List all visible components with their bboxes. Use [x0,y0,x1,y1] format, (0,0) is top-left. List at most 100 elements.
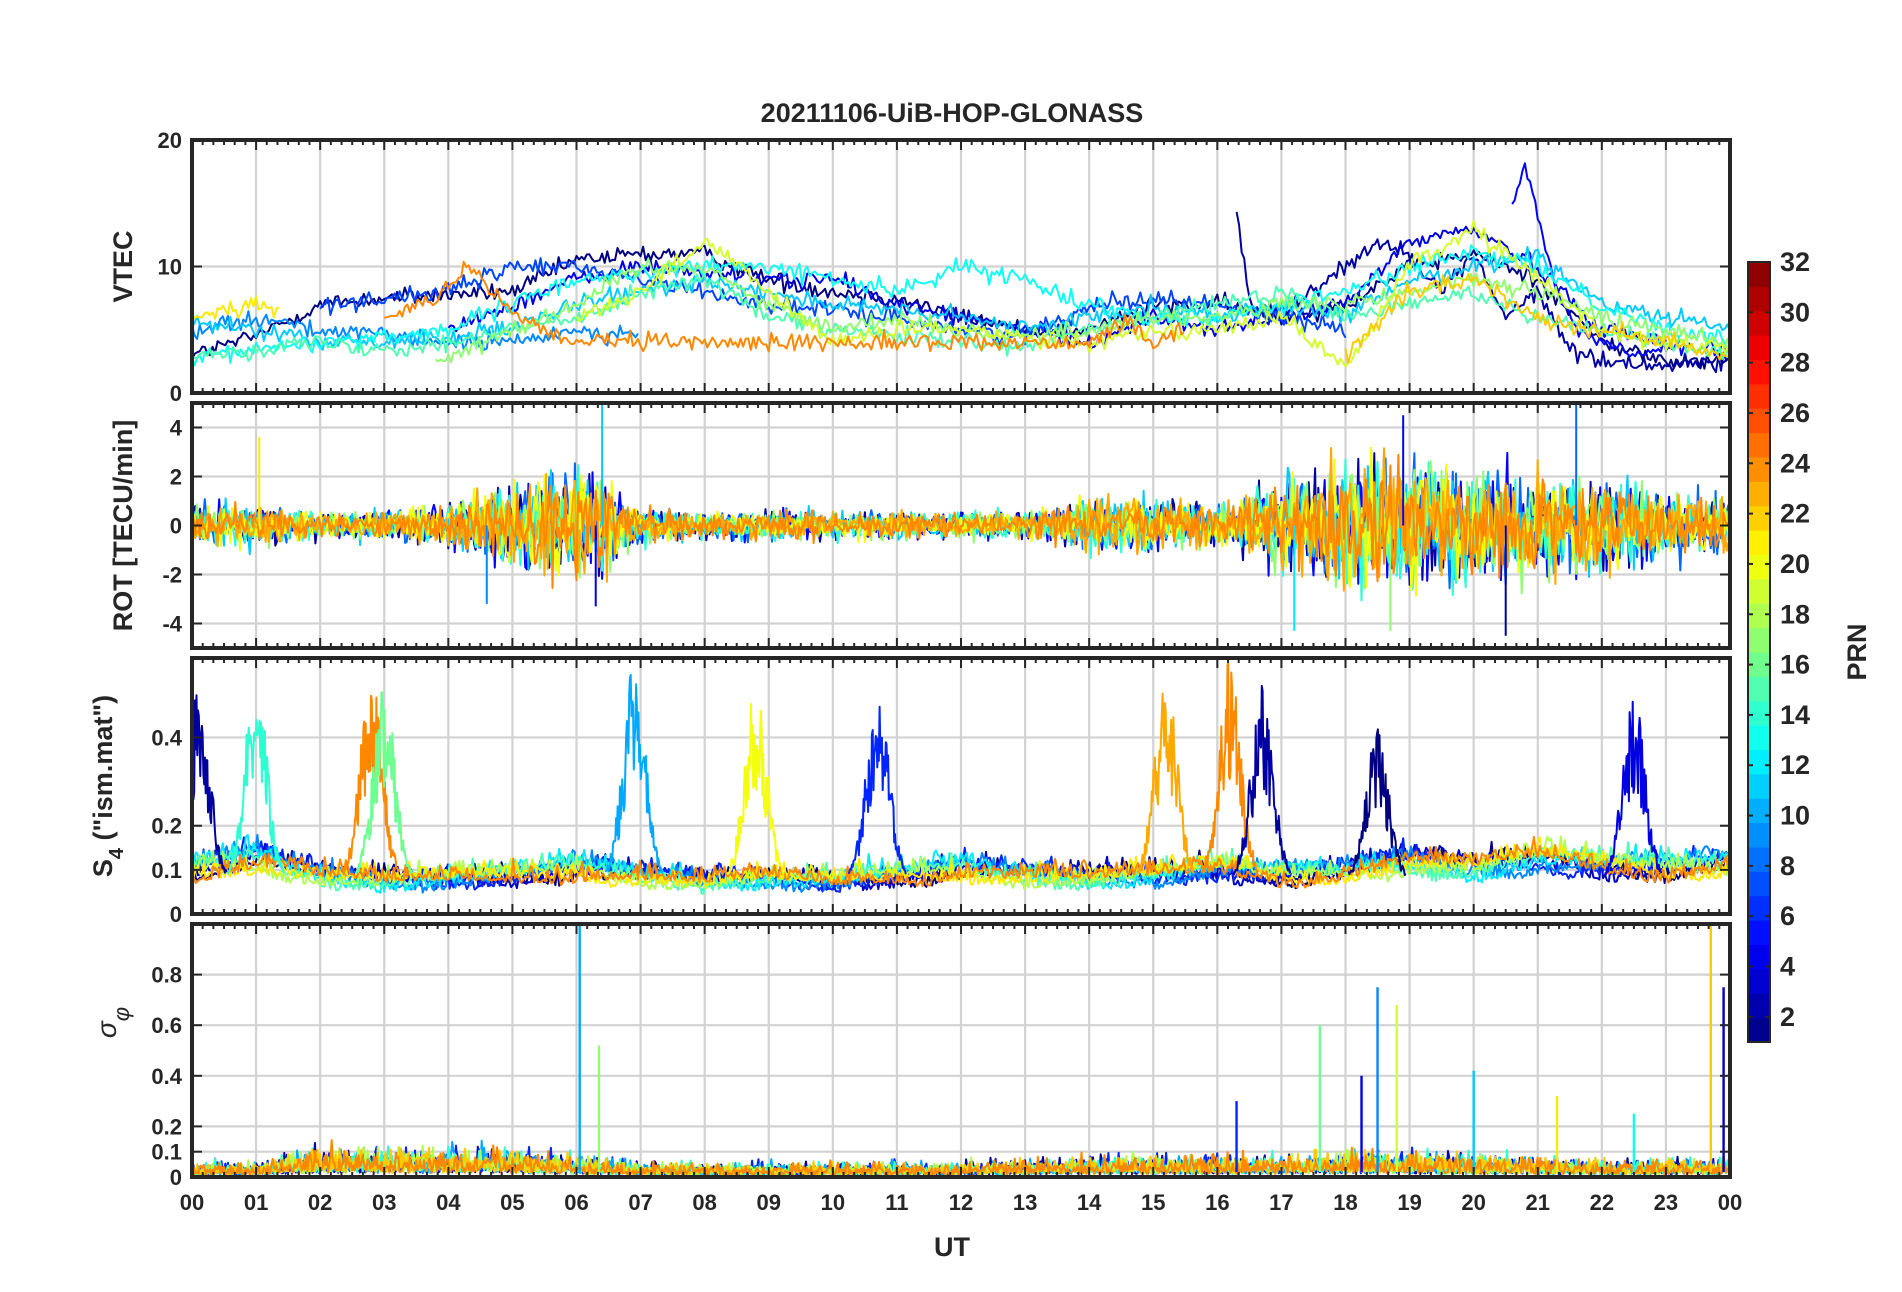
colorbar-tick-label: 14 [1780,700,1810,730]
colorbar-tick-label: 28 [1780,348,1810,378]
panel-3: 0 0.1 0.2 0.4 S4 ("ism.mat") [88,656,1732,927]
colorbar-cell [1748,968,1770,994]
x-tick-label: 10 [821,1190,845,1215]
s4-burst [192,694,228,874]
tick-marks [191,139,1731,394]
colorbar-cell [1748,603,1770,629]
colorbar-cell [1748,676,1770,702]
colorbar-tick-label: 30 [1780,297,1810,327]
x-tick-label: 12 [949,1190,973,1215]
colorbar-tick-label: 26 [1780,398,1810,428]
y-tick-label: 0.4 [151,725,182,750]
colorbar-cell [1748,725,1770,750]
y-tick-label: 4 [170,416,183,441]
y-tick-label: 0 [170,902,182,927]
y-tick-label: 0.1 [151,858,182,883]
x-tick-labels: 00 01 02 03 04 05 06 07 08 09 10 11 12 13 14 15 16 17 18 19… [180,1190,1742,1215]
y-axis-label: S4 ("ism.mat") [88,695,128,877]
s4-burst [226,718,286,875]
y-axis-label-sub: φ [109,1007,134,1021]
s4-burst [342,694,401,875]
s4-burst [726,702,785,875]
s4-burst [1232,684,1292,876]
y-tick-label: 0 [170,381,182,406]
colorbar-cell [1748,432,1770,458]
x-tick-label: 00 [180,1190,204,1215]
y-tick-label: 0.8 [151,963,182,988]
rot-series-prn-20 [192,446,1730,597]
y-axis-label-sub: 4 [106,847,128,859]
colorbar-cell [1748,749,1770,775]
s4-burst [1200,662,1260,874]
panel-2: -4 -2 0 2 4 ROT [TECU/min] [108,401,1732,650]
y-tick-label: 0.1 [151,1140,182,1165]
colorbar-cell [1748,408,1770,434]
panel-1: 0 10 20 VTEC [108,128,1732,406]
x-tick-label: 04 [436,1190,461,1215]
colorbar-tick-label: 22 [1780,499,1810,529]
x-tick-label: 20 [1461,1190,1485,1215]
colorbar-cell [1748,505,1770,531]
y-axis-label-rest: ("ism.mat") [88,695,118,848]
y-axis-label-main: σ [91,1020,122,1038]
colorbar-cell [1748,554,1770,580]
s4-series-prn-24 [192,835,1730,889]
y-axis-label-main: S [88,859,118,877]
vtec-series-prn-22 [1344,272,1730,364]
colorbar-cell [1748,652,1770,677]
colorbar-cell [1748,798,1770,824]
vtec-series-prn-17 [434,257,1730,364]
y-tick-label: 0 [170,1165,182,1190]
colorbar-cell [1748,895,1770,921]
vtec-series-prn-21 [192,295,280,320]
y-tick-label: 0.4 [151,1064,182,1089]
colorbar-cell [1748,871,1770,897]
x-axis-label: UT [934,1232,970,1262]
colorbar-cell [1748,286,1770,312]
x-tick-label: 13 [1013,1190,1037,1215]
s4-burst [1604,700,1663,876]
colorbar-cell [1748,530,1770,555]
series-group [192,162,1730,374]
x-tick-label: 22 [1590,1190,1614,1215]
colorbar-cell [1748,383,1770,409]
x-tick-label: 16 [1205,1190,1229,1215]
colorbar-tick-label: 24 [1780,448,1810,478]
colorbar-tick-label: 4 [1780,952,1795,982]
y-tick-label: 20 [158,128,182,153]
x-tick-label: 09 [757,1190,781,1215]
s4-burst [355,691,414,874]
colorbar-cell [1748,310,1770,336]
y-tick-label: 0 [170,514,182,539]
colorbar-cell [1748,700,1770,726]
colorbar-cell [1748,457,1770,482]
x-tick-label: 11 [885,1190,908,1215]
s4-burst [1136,692,1195,874]
x-tick-label: 18 [1333,1190,1357,1215]
y-tick-label: 0.2 [151,1114,182,1139]
chart-title: 20211106-UiB-HOP-GLONASS [761,98,1144,128]
colorbar-tick-label: 10 [1780,801,1810,831]
series-group [192,403,1730,636]
colorbar-tick-label: 2 [1780,1002,1795,1032]
y-tick-label: 0.6 [151,1013,182,1038]
y-tick-label: 10 [158,255,182,280]
y-tick-label: -2 [162,563,182,588]
tick-marks [191,924,1731,1178]
colorbar-frame [1747,261,1771,1043]
rot-series-prn-24 [192,453,1730,589]
colorbar-cell [1748,944,1770,970]
x-tick-label: 14 [1077,1190,1102,1215]
y-axis-label: ROT [TECU/min] [108,420,138,631]
colorbar-cell [1748,773,1770,799]
x-tick-label: 01 [244,1190,268,1215]
x-tick-label: 08 [692,1190,716,1215]
x-tick-label: 03 [372,1190,396,1215]
x-tick-label: 15 [1141,1190,1165,1215]
x-tick-label: 02 [308,1190,332,1215]
x-tick-label: 00 [1718,1190,1742,1215]
colorbar-tick-label: 12 [1780,750,1810,780]
